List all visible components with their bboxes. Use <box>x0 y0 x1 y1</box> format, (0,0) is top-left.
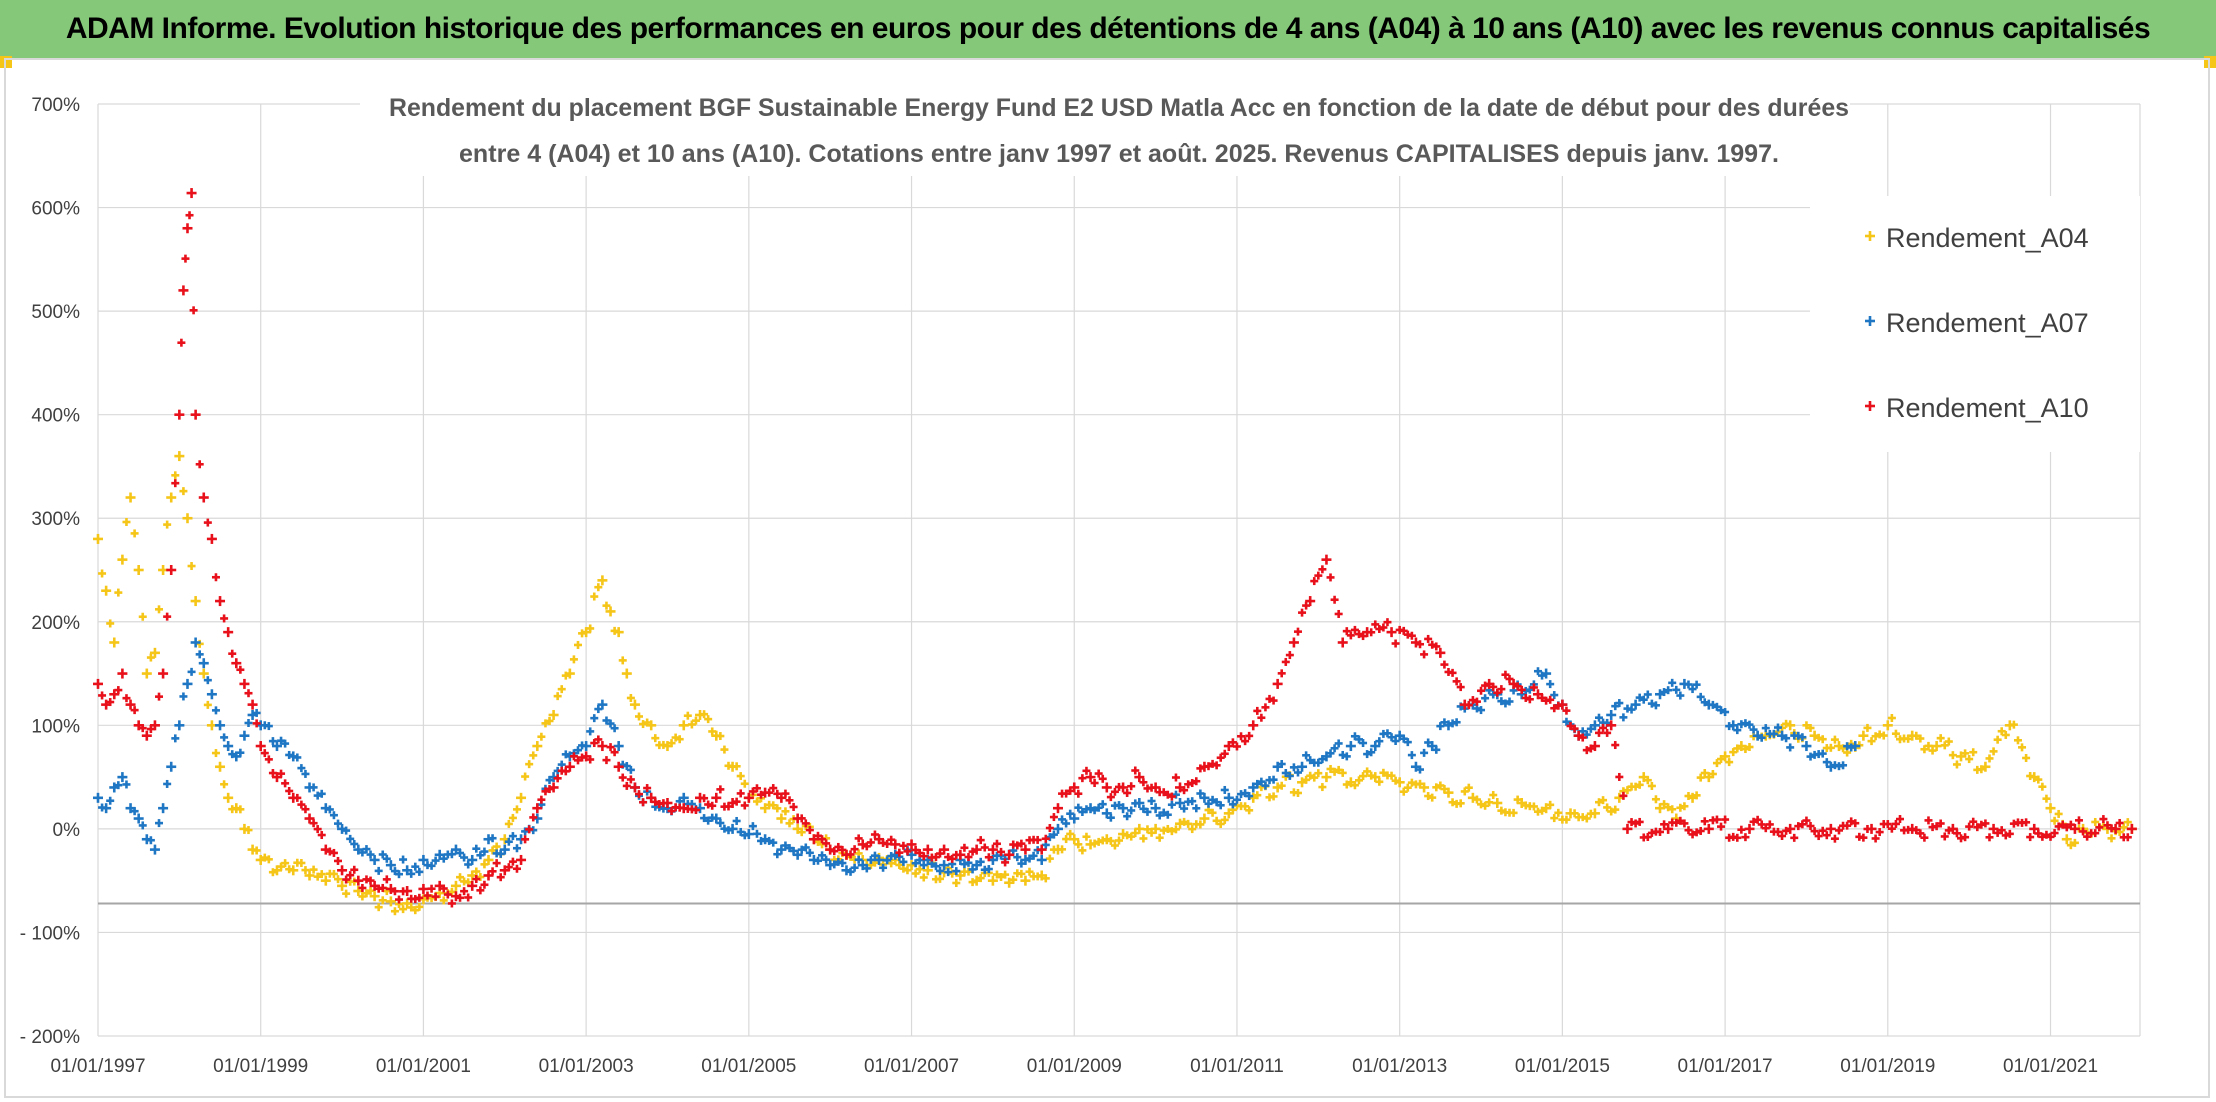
y-tick-label: 300% <box>31 509 80 530</box>
x-tick-label: 01/01/2009 <box>1027 1056 1122 1077</box>
y-tick-label: 200% <box>31 613 80 634</box>
x-tick-label: 01/01/2013 <box>1352 1056 1447 1077</box>
x-tick-label: 01/01/2015 <box>1515 1056 1610 1077</box>
chart-frame <box>4 58 2210 1098</box>
y-tick-label: 400% <box>31 406 80 427</box>
legend: Rendement_A04 Rendement_A07 Rendement_A10 <box>1810 196 2140 452</box>
x-tick-label: 01/01/1997 <box>50 1056 145 1077</box>
x-tick-label: 01/01/2021 <box>2003 1056 2098 1077</box>
y-tick-label: 100% <box>31 716 80 737</box>
banner-title: ADAM Informe. Evolution historique des p… <box>65 12 2151 45</box>
x-tick-label: 01/01/2003 <box>539 1056 634 1077</box>
x-tick-label: 01/01/2019 <box>1840 1056 1935 1077</box>
y-tick-label: 0% <box>53 820 81 841</box>
legend-bg <box>1810 196 2140 452</box>
x-tick-label: 01/01/1999 <box>213 1056 308 1077</box>
y-tick-label: - 200% <box>20 1027 80 1048</box>
y-tick-label: 500% <box>31 302 80 323</box>
x-tick-label: 01/01/2011 <box>1190 1056 1284 1077</box>
x-tick-label: 01/01/2007 <box>864 1056 959 1077</box>
chart-title-line: entre 4 (A04) et 10 ans (A10). Cotations… <box>459 140 1779 168</box>
legend-label: Rendement_A10 <box>1886 393 2089 423</box>
y-tick-label: 700% <box>31 95 80 116</box>
chart-title-bg <box>360 84 1850 176</box>
banner: ADAM Informe. Evolution historique des p… <box>0 0 2216 58</box>
series-Rendement_A04 <box>93 451 2137 916</box>
x-tick-label: 01/01/2001 <box>376 1056 471 1077</box>
x-tick-label: 01/01/2005 <box>701 1056 796 1077</box>
x-tick-label: 01/01/2017 <box>1678 1056 1773 1077</box>
chart-title-line: Rendement du placement BGF Sustainable E… <box>389 94 1849 122</box>
legend-label: Rendement_A04 <box>1886 223 2089 253</box>
y-tick-label: 600% <box>31 199 80 220</box>
y-tick-label: - 100% <box>20 923 80 944</box>
series-Rendement_A10 <box>93 188 2137 908</box>
legend-label: Rendement_A07 <box>1886 308 2089 338</box>
series-Rendement_A07 <box>93 637 1861 879</box>
